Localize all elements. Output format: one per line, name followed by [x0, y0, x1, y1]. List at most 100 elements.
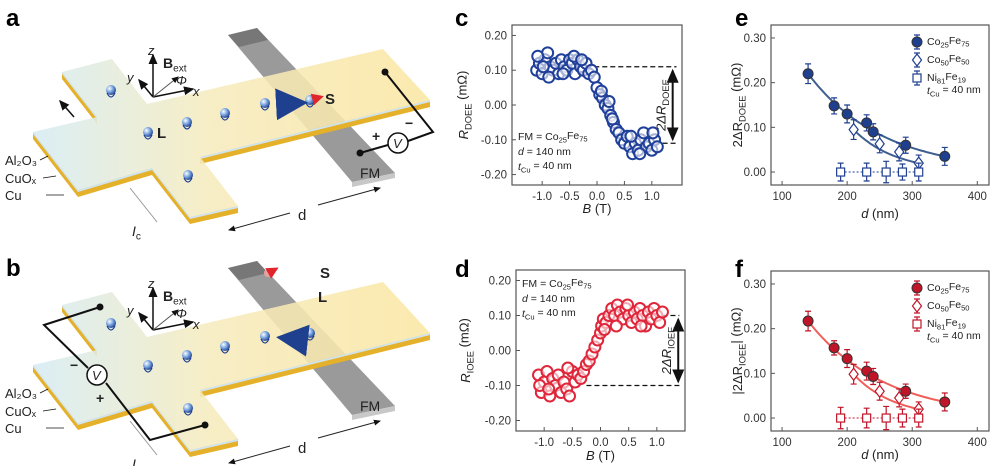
voltage-wire — [42, 306, 206, 442]
distance-arrow-left — [228, 212, 291, 232]
annotation-d-part: = 140 nm — [524, 146, 571, 158]
annotation-d-part: d — [522, 293, 529, 305]
spin-label-S: S — [325, 91, 335, 108]
delta-label-part: 2ΔR — [654, 106, 669, 132]
orbital-electron-icon — [182, 117, 192, 127]
y-tick-label: 0.00 — [489, 346, 511, 358]
legend-entry-part: Co — [927, 36, 941, 48]
data-point — [561, 361, 575, 375]
annotation-fm-part: 75 — [579, 135, 587, 144]
x-tick-label: 0.0 — [593, 437, 609, 449]
layer-label: CuOₓ — [5, 404, 37, 419]
orbital-label-L-part: L — [157, 125, 166, 142]
x-axis-label: B (T) — [583, 201, 612, 216]
panel-label-c: c — [455, 5, 468, 32]
oxide-layer-side — [78, 401, 152, 425]
y-tick-label: -0.10 — [485, 381, 511, 393]
delta-label: 2ΔRDOEE — [654, 79, 671, 132]
marker-open-square — [897, 167, 908, 177]
y-axis-label-part: 2ΔR — [730, 122, 745, 147]
x-tick-label: -0.5 — [560, 191, 580, 203]
legend-entry-part: Fe — [949, 35, 961, 47]
y-tick-label: 0.10 — [485, 65, 507, 77]
annotation-fm: FM = Co25Fe75 — [522, 277, 592, 292]
legend-note-part: Cu — [930, 336, 940, 345]
voltmeter-icon — [86, 364, 108, 386]
marker-open-diamond — [874, 384, 885, 399]
plus-label-part: + — [372, 128, 380, 144]
y-tick-label-part: 0.00 — [485, 100, 507, 112]
orbital-electron-icon — [220, 108, 230, 118]
minus-label-part: − — [70, 357, 78, 373]
data-point — [609, 319, 623, 333]
hall-bar-top — [33, 282, 430, 450]
data-point — [653, 316, 667, 329]
layer-label-part: CuOₓ — [5, 404, 37, 419]
marker-filled-circle — [841, 108, 853, 120]
distance-arrow-left — [228, 445, 291, 465]
x-tick-label: 100 — [772, 191, 791, 203]
current-label-part: c — [136, 232, 141, 243]
marker-open-diamond — [911, 53, 923, 67]
legend-entry-part: 81 — [937, 77, 945, 86]
layer-label: Cu — [5, 188, 22, 203]
legend-entry-part: Co — [927, 300, 941, 312]
oxide-layer-side — [62, 72, 97, 119]
contact-dot — [381, 68, 389, 76]
orbital-motion-icon — [106, 92, 116, 98]
contact-dot — [201, 421, 209, 429]
x-tick-label: 400 — [968, 191, 987, 203]
y-axis-label-part: (mΩ) — [455, 71, 470, 104]
x-tick-label: -0.5 — [562, 437, 582, 449]
contact-dot — [356, 149, 364, 157]
data-point — [650, 140, 664, 154]
plus-label: + — [372, 128, 380, 144]
spin-arrow-icon — [310, 93, 324, 106]
x-tick-label: 200 — [838, 191, 857, 203]
spin-flow-arrow — [275, 88, 308, 121]
voltage-wire — [359, 71, 435, 154]
x-tick-label-part: 100 — [772, 191, 791, 203]
axis-z-label-part: z — [147, 276, 155, 291]
fm-electrode-top — [228, 261, 268, 280]
annotation-tcu-part: = 40 nm — [535, 307, 576, 319]
y-axis-label-part: R — [456, 130, 471, 139]
orbital-motion-icon — [143, 367, 153, 373]
data-point — [556, 67, 570, 81]
layer-label-part: Cu — [5, 421, 22, 436]
y-tick-label: -0.20 — [481, 170, 507, 182]
legend-entry: Co25Fe75 — [927, 281, 970, 296]
spin-label-S-part: S — [325, 91, 335, 108]
x-tick-label-part: 400 — [968, 437, 987, 449]
y-tick-label: 0.10 — [489, 311, 511, 323]
bext-arrow-icon — [152, 76, 179, 98]
legend-entry-part: 50 — [940, 59, 948, 68]
data-point — [646, 126, 660, 140]
plot-frame — [770, 270, 990, 432]
x-tick-label: 400 — [968, 437, 987, 449]
series-2: Ni81Fe19 — [836, 70, 966, 184]
marker-filled-circle — [802, 68, 814, 80]
fm-label-part: FM — [360, 165, 380, 181]
y-axis-label-part: IOEE — [465, 351, 475, 373]
axis-y-label-part: y — [126, 303, 135, 318]
layer-label: Al₂O₃ — [5, 386, 37, 401]
current-label-part: I — [132, 223, 136, 239]
orbital-motion-icon — [143, 134, 153, 140]
bext-label-part: B — [163, 55, 173, 71]
axis-x-label: x — [192, 84, 200, 99]
bext-label: Bext — [163, 55, 187, 75]
data-point — [624, 129, 638, 143]
orbital-electron-icon — [182, 350, 192, 360]
legend-entry: Co25Fe75 — [927, 35, 970, 50]
data-point — [634, 319, 648, 333]
x-tick-label: 1.0 — [644, 191, 660, 203]
legend-entry-part: 25 — [940, 41, 948, 50]
orbital-electron-icon — [183, 403, 193, 413]
y-axis-label: RIOEE (mΩ) — [457, 318, 476, 383]
series-2: Ni81Fe19 — [836, 316, 966, 431]
data-point — [633, 147, 647, 161]
y-tick-label-part: 0.00 — [489, 346, 511, 358]
